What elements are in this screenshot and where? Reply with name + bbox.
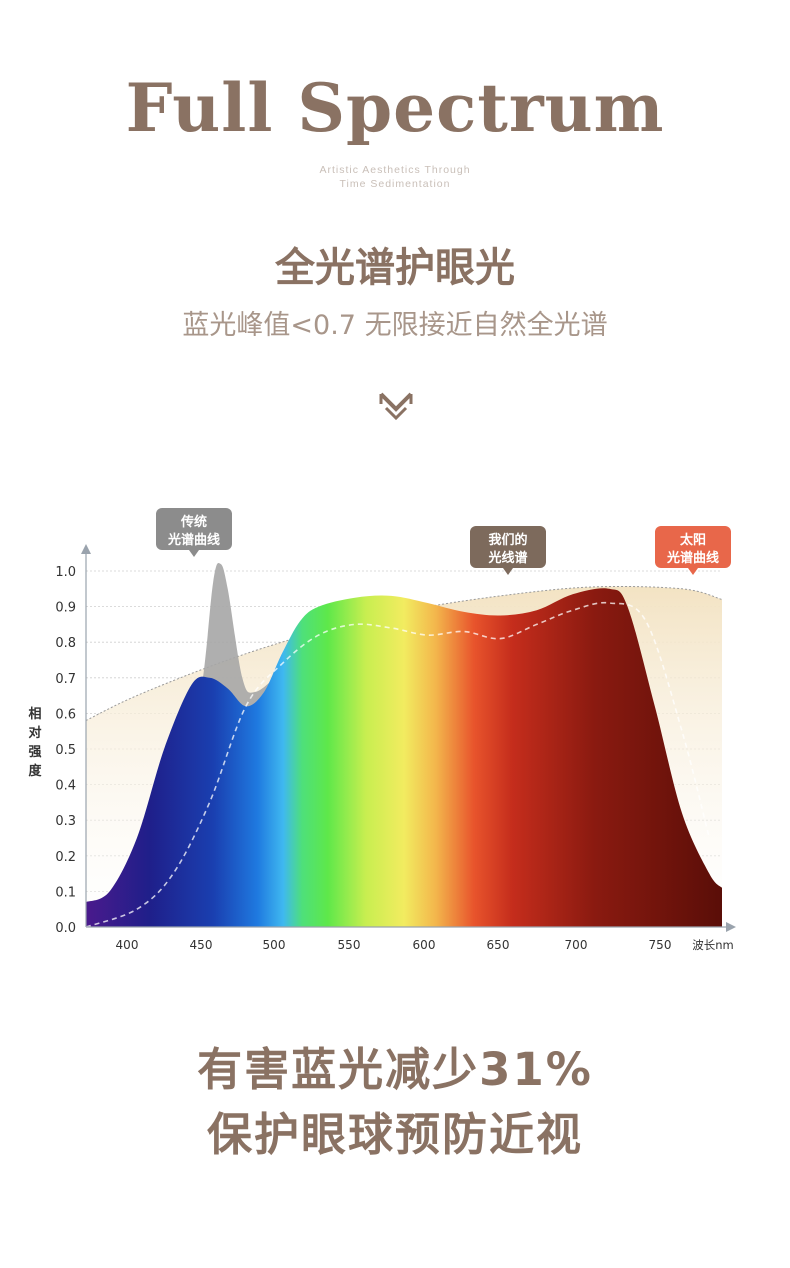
our-spectrum-tag-pointer: [503, 568, 513, 575]
hero-title: Full Spectrum: [125, 69, 665, 147]
y-tick-label: 0.7: [55, 672, 76, 687]
page-headline: 全光谱护眼光: [275, 245, 515, 291]
sun-spectrum-tag-bg: [655, 526, 731, 568]
x-tick-label: 750: [649, 938, 672, 952]
page-subheadline: 蓝光峰值<0.7 无限接近自然全光谱: [182, 310, 608, 341]
y-tick-label: 0.5: [55, 743, 76, 758]
x-tick-label: 400: [116, 938, 139, 952]
y-axis-label-char: 度: [28, 763, 42, 779]
our-spectrum-tag-text: 我们的: [488, 532, 527, 548]
bottom-claim-line-1: 有害蓝光减少31%: [197, 1043, 593, 1096]
y-tick-label: 0.9: [55, 601, 76, 616]
sun-spectrum-tag-pointer: [688, 568, 698, 575]
hero-tagline: Artistic Aesthetics Through Time Sedimen…: [0, 163, 790, 191]
y-axis-label-char: 相: [28, 706, 41, 722]
y-axis-label-char: 对: [28, 725, 41, 741]
traditional-spectrum-tag-pointer: [189, 550, 199, 557]
double-chevron-down-icon: [379, 392, 413, 421]
hero-tagline-line-1: Artistic Aesthetics Through: [319, 164, 471, 176]
sun-spectrum-line: [85, 585, 723, 721]
our-spectrum-tag-text: 光线谱: [487, 550, 527, 566]
x-tick-label: 650: [487, 938, 510, 952]
y-axis-arrow: [81, 544, 91, 554]
our-spectrum-dashed-line: [85, 601, 711, 928]
y-tick-label: 0.6: [55, 707, 76, 722]
x-axis-arrow: [726, 922, 736, 932]
y-tick-label: 0.2: [55, 850, 76, 865]
y-tick-label: 1.0: [55, 565, 76, 580]
bottom-claim-line-2: 保护眼球预防近视: [206, 1108, 583, 1161]
sun-spectrum-tag-text: 太阳: [679, 532, 706, 548]
traditional-spectrum-tag-bg: [156, 508, 232, 550]
y-tick-label: 0.1: [55, 885, 76, 900]
x-tick-label: 700: [565, 938, 588, 952]
y-tick-label: 0.4: [55, 779, 76, 794]
spectrum-chart: 0.0 0.1 0.2 0.3 0.4 0.5 0.6 0.7 0.8 0.9 1.0 400 450 5…: [28, 508, 736, 952]
y-tick-label: 0.3: [55, 814, 76, 829]
y-axis-label-char: 强: [28, 745, 41, 760]
x-tick-label: 550: [338, 938, 361, 952]
hero-tagline-line-2: Time Sedimentation: [339, 178, 451, 190]
our-spectrum-tag-bg: [470, 526, 546, 568]
y-tick-label: 0.8: [55, 636, 76, 651]
x-axis-unit: 波长nm: [692, 938, 734, 952]
y-tick-label: 0.0: [55, 921, 76, 936]
traditional-spectrum-tag-text: 传统: [180, 514, 207, 530]
sun-spectrum-tag-text: 光谱曲线: [666, 550, 719, 566]
x-tick-label: 600: [413, 938, 436, 952]
our-spectrum-area: [86, 588, 722, 927]
traditional-spectrum-tag-text: 光谱曲线: [167, 532, 220, 548]
x-tick-label: 500: [263, 938, 286, 952]
x-tick-label: 450: [190, 938, 213, 952]
